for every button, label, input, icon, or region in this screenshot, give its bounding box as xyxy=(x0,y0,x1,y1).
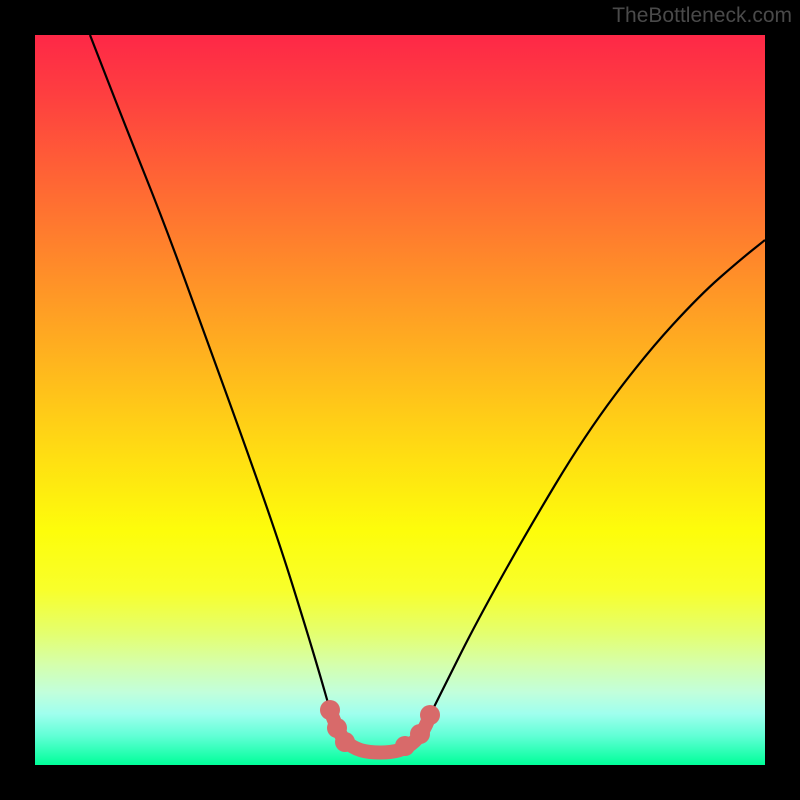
highlight-marker xyxy=(335,732,355,752)
highlight-marker xyxy=(420,705,440,725)
curve-svg xyxy=(35,35,765,765)
curve-right-branch xyxy=(430,240,765,715)
bottleneck-curve xyxy=(90,35,765,756)
highlight-marker xyxy=(410,724,430,744)
watermark-text: TheBottleneck.com xyxy=(612,4,792,28)
curve-left-branch xyxy=(90,35,330,710)
plot-area xyxy=(35,35,765,765)
highlight-marker xyxy=(320,700,340,720)
